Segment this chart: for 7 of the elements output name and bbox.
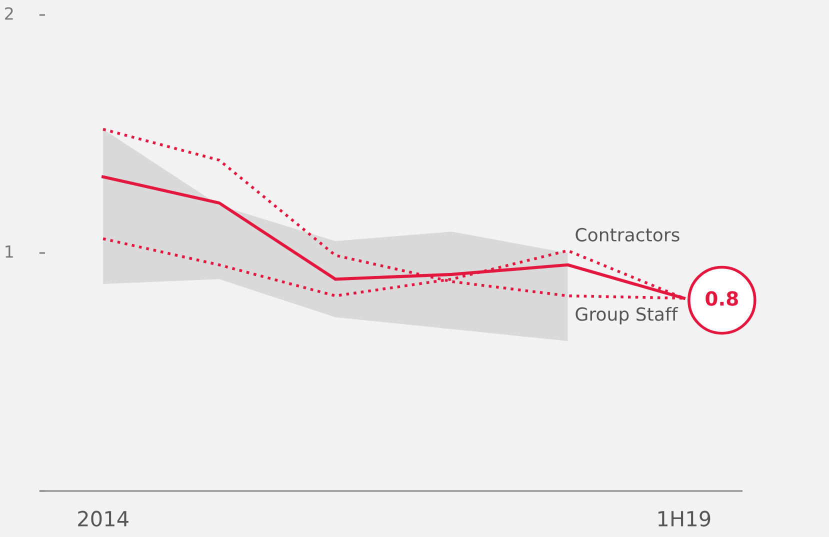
data-label: 0.8: [706, 291, 738, 306]
y-tick-label: 2: [5, 7, 13, 20]
series-label: Contractors: [576, 228, 680, 242]
series-label: Group Staff: [576, 306, 678, 324]
y-tick-label: 1: [6, 245, 13, 258]
x-tick-label: 2014: [78, 510, 128, 527]
x-tick-label: 1H19: [658, 510, 710, 527]
